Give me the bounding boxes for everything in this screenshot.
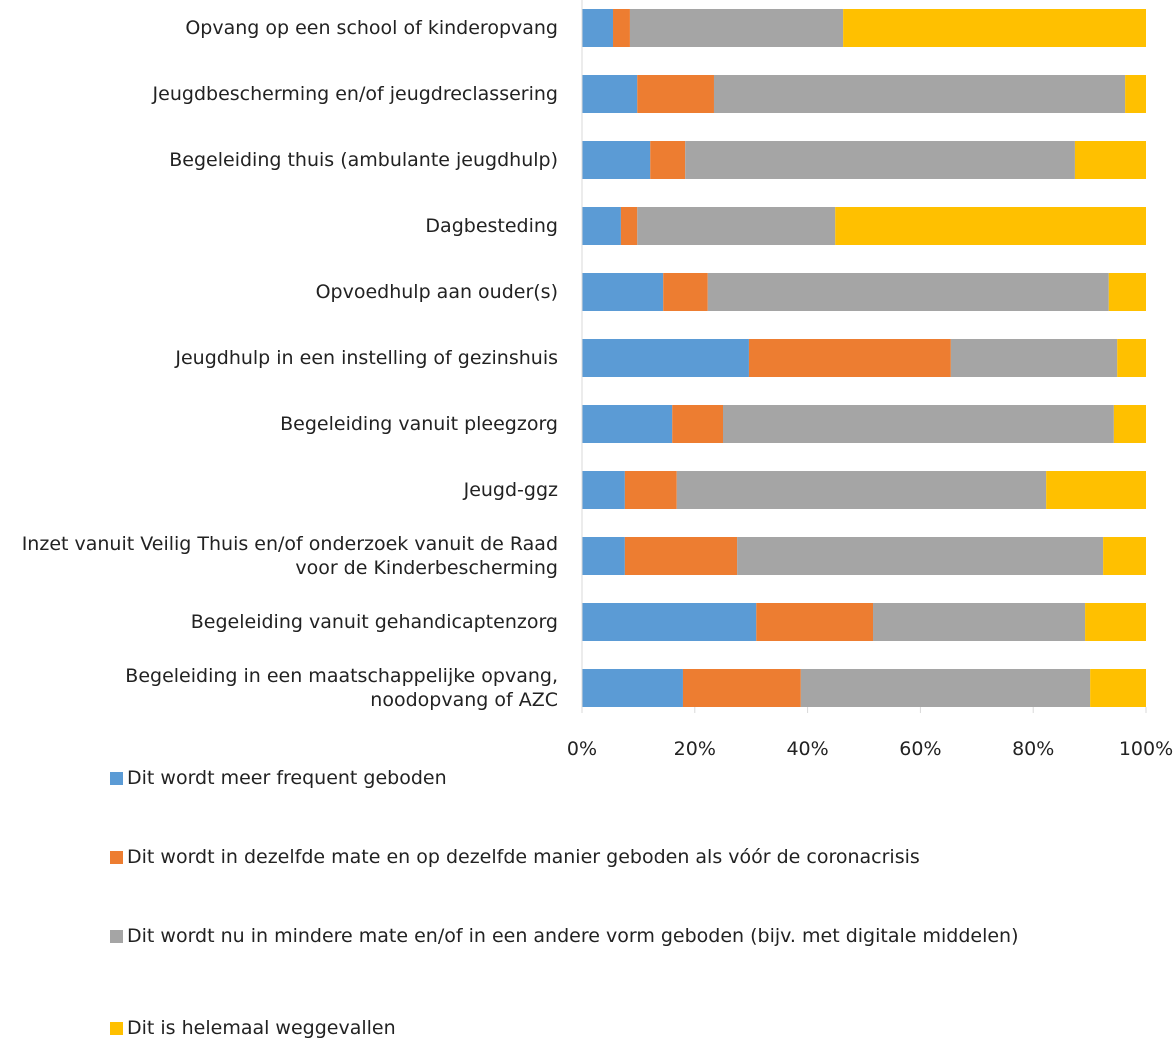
bar-segment	[582, 75, 638, 113]
legend-label: Dit wordt nu in mindere mate en/of in ee…	[127, 925, 1019, 947]
bar-segment	[582, 141, 651, 179]
bar-segment	[582, 471, 625, 509]
category-label: Opvoedhulp aan ouder(s)	[315, 281, 558, 303]
category-label: Inzet vanuit Veilig Thuis en/of onderzoe…	[21, 533, 558, 579]
bar-segment	[756, 603, 874, 641]
category-label: Jeugdbescherming en/of jeugdreclassering	[152, 83, 558, 105]
category-label: Begeleiding thuis (ambulante jeugdhulp)	[169, 149, 558, 171]
bar-segment	[1125, 75, 1146, 113]
bar-segment	[723, 405, 1114, 443]
legend-label: Dit wordt in dezelfde mate en op dezelfd…	[127, 846, 920, 868]
bar-segment	[663, 273, 708, 311]
legend-item: Dit wordt in dezelfde mate en op dezelfd…	[110, 845, 1100, 869]
category-label: Begeleiding in een maatschappelijke opva…	[125, 665, 558, 711]
bar-segment	[582, 339, 749, 377]
category-label: Jeugd-ggz	[463, 479, 558, 501]
bar-segment	[835, 207, 1146, 245]
bar-segment	[843, 9, 1146, 47]
bar-segment	[1085, 603, 1146, 641]
category-label: Dagbesteding	[425, 215, 558, 237]
legend-swatch	[110, 1022, 123, 1035]
bar-segment	[1113, 405, 1146, 443]
legend-swatch	[110, 772, 123, 785]
bar-segment	[582, 405, 673, 443]
bar-segment	[748, 339, 951, 377]
bar-segment	[737, 537, 1104, 575]
bar-segment	[676, 471, 1047, 509]
legend-item: Dit wordt meer frequent geboden	[110, 766, 1100, 790]
bar-segment	[620, 207, 638, 245]
bar-segment	[613, 9, 630, 47]
bar-segment	[624, 537, 738, 575]
bar-segment	[950, 339, 1118, 377]
x-tick-label: 100%	[1118, 738, 1174, 760]
bar-segment	[582, 669, 683, 707]
bar-segment	[582, 537, 625, 575]
bar-segment	[582, 603, 757, 641]
bar-segment	[873, 603, 1086, 641]
legend-swatch	[110, 851, 123, 864]
legend-item: Dit is helemaal weggevallen	[110, 1016, 1100, 1040]
bar-segment	[650, 141, 686, 179]
category-label: Jeugdhulp in een instelling of gezinshui…	[175, 347, 558, 369]
legend-label: Dit wordt meer frequent geboden	[127, 767, 447, 789]
legend-swatch	[110, 930, 123, 943]
bar-segment	[707, 273, 1109, 311]
x-tick-label: 40%	[786, 738, 829, 760]
bar-segment	[624, 471, 677, 509]
legend-label: Dit is helemaal weggevallen	[127, 1017, 396, 1039]
bar-segment	[582, 207, 621, 245]
bar-segment	[682, 669, 801, 707]
bar-segment	[1103, 537, 1146, 575]
x-tick-label: 20%	[673, 738, 716, 760]
bar-segment	[1046, 471, 1146, 509]
legend-item: Dit wordt nu in mindere mate en/of in ee…	[110, 924, 1100, 948]
bar-segment	[672, 405, 723, 443]
bar-segment	[1117, 339, 1146, 377]
bar-segment	[685, 141, 1075, 179]
bar-segment	[637, 207, 836, 245]
bar-segment	[582, 273, 664, 311]
category-label: Opvang op een school of kinderopvang	[185, 17, 558, 39]
bar-segment	[637, 75, 714, 113]
bar-segment	[1090, 669, 1146, 707]
category-label: Begeleiding vanuit pleegzorg	[280, 413, 558, 435]
x-tick-label: 80%	[1012, 738, 1055, 760]
category-label: Begeleiding vanuit gehandicaptenzorg	[190, 611, 558, 633]
bar-segment	[1074, 141, 1146, 179]
bar-segment	[1108, 273, 1146, 311]
bar-segment	[582, 9, 614, 47]
bar-segment	[629, 9, 844, 47]
x-tick-label: 60%	[899, 738, 942, 760]
bar-segment	[713, 75, 1126, 113]
bar-segment	[800, 669, 1091, 707]
x-tick-label: 0%	[566, 738, 598, 760]
